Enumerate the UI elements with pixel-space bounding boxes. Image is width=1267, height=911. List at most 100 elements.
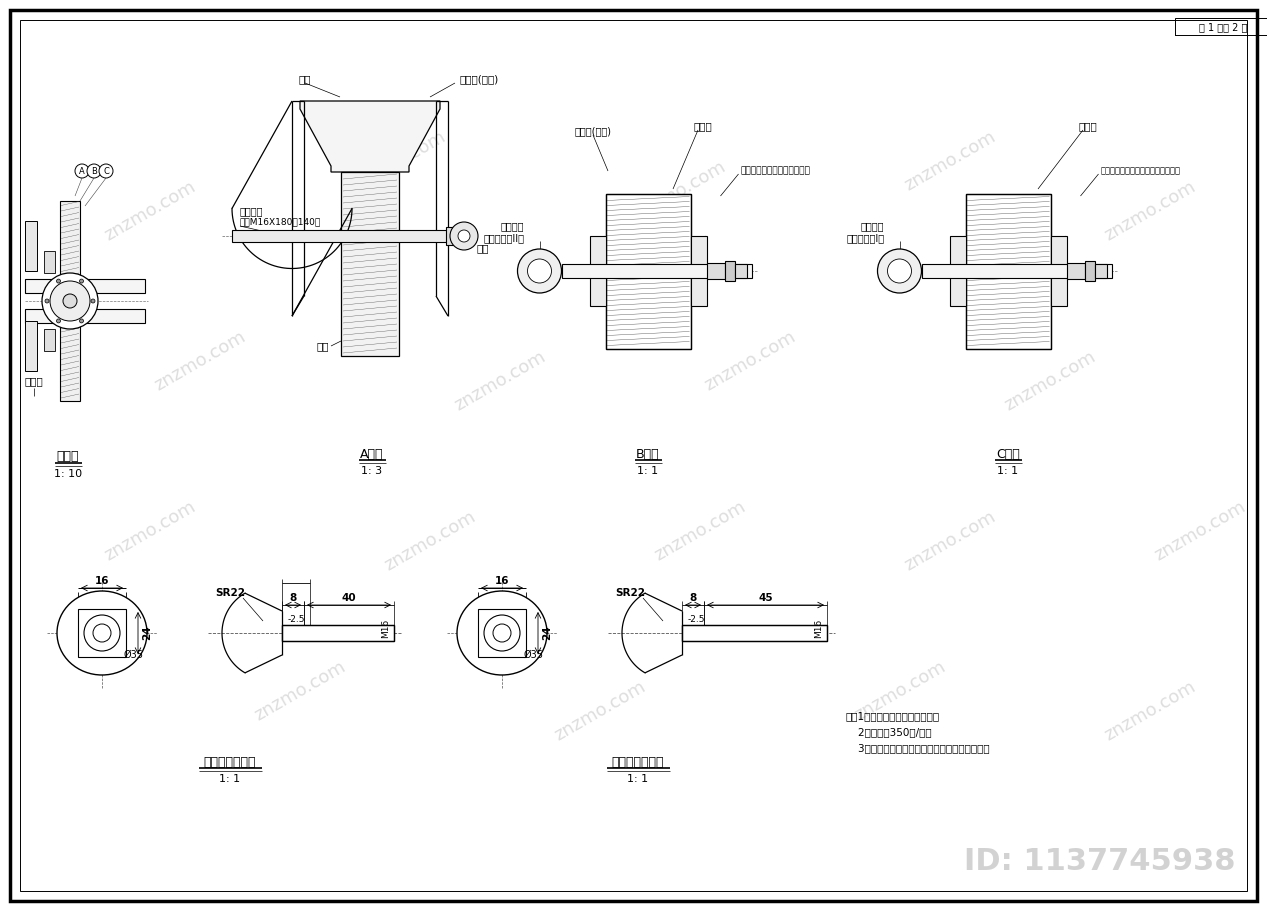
Text: 40: 40	[342, 593, 356, 603]
Bar	[478, 609, 526, 657]
Text: 24: 24	[142, 626, 152, 640]
Polygon shape	[44, 329, 54, 351]
Text: 1: 1: 1: 1	[219, 774, 241, 784]
Text: ID: 1137745938: ID: 1137745938	[964, 846, 1235, 875]
Circle shape	[49, 281, 90, 321]
Text: 横梁垫片防盗防松螺帽盗压紧螺垫圈: 横梁垫片防盗防松螺帽盗压紧螺垫圈	[1101, 167, 1181, 176]
Text: Ø35: Ø35	[124, 650, 144, 660]
Text: znzmo.com: znzmo.com	[1001, 348, 1098, 415]
Text: 45: 45	[758, 593, 773, 603]
Circle shape	[80, 279, 84, 283]
Text: znzmo.com: znzmo.com	[901, 507, 998, 575]
Bar	[341, 172, 399, 356]
Circle shape	[99, 164, 113, 178]
Bar	[79, 609, 125, 657]
Text: znzmo.com: znzmo.com	[351, 128, 449, 194]
Text: 第 1 页共 2 页: 第 1 页共 2 页	[1199, 22, 1247, 32]
Text: 螺栓M16X180（140）: 螺栓M16X180（140）	[239, 218, 322, 227]
Bar	[682, 625, 827, 641]
Text: znzmo.com: znzmo.com	[381, 507, 479, 575]
Text: 防阻块: 防阻块	[24, 376, 43, 386]
Text: 8: 8	[289, 593, 296, 603]
Bar	[1085, 261, 1095, 281]
Bar	[283, 625, 394, 641]
Text: SR22: SR22	[614, 588, 645, 598]
Text: znzmo.com: znzmo.com	[251, 658, 348, 724]
Text: 拼接螺栓: 拼接螺栓	[862, 221, 884, 231]
Text: 1: 1: 1: 1	[627, 774, 649, 784]
Polygon shape	[44, 251, 54, 273]
Bar	[735, 264, 746, 278]
Text: 防盗防松螺帽防盗压紧螺垫圈: 防盗防松螺帽防盗压紧螺垫圈	[740, 167, 811, 176]
Text: znzmo.com: znzmo.com	[101, 497, 199, 565]
Text: 24: 24	[542, 626, 552, 640]
Text: 1: 3: 1: 3	[361, 466, 383, 476]
Text: 1: 1: 1: 1	[997, 466, 1019, 476]
Text: 16: 16	[95, 576, 109, 586]
Circle shape	[92, 624, 111, 642]
Bar	[707, 263, 725, 279]
Text: 2、镀锌量350克/㎡；: 2、镀锌量350克/㎡；	[845, 727, 931, 737]
Text: M16: M16	[381, 619, 390, 638]
Text: 立柱: 立柱	[317, 341, 329, 351]
Circle shape	[517, 249, 561, 293]
Bar	[60, 201, 80, 401]
Text: 波形梁: 波形梁	[1078, 121, 1097, 131]
Text: 防阻块(托架): 防阻块(托架)	[460, 74, 499, 84]
Text: 拼接螺栓大样图: 拼接螺栓大样图	[204, 755, 256, 769]
Text: znzmo.com: znzmo.com	[631, 158, 729, 224]
Text: 波形梁: 波形梁	[693, 121, 712, 131]
Circle shape	[57, 279, 61, 283]
Text: SR22: SR22	[215, 588, 245, 598]
Text: 注：1、本图尺寸以毫米为单位。: 注：1、本图尺寸以毫米为单位。	[845, 711, 939, 721]
Text: 1: 1: 1: 1	[637, 466, 659, 476]
Bar	[1050, 236, 1067, 306]
Text: znzmo.com: znzmo.com	[1101, 178, 1199, 244]
Ellipse shape	[457, 591, 547, 675]
Bar	[232, 230, 468, 242]
Text: -2.5: -2.5	[687, 616, 704, 625]
Text: 连接图: 连接图	[57, 451, 80, 464]
Text: 1: 10: 1: 10	[54, 469, 82, 479]
Bar	[1067, 263, 1085, 279]
Bar	[965, 193, 1050, 349]
Bar	[446, 227, 464, 245]
Circle shape	[57, 319, 61, 322]
Circle shape	[484, 615, 519, 651]
Text: znzmo.com: znzmo.com	[451, 348, 549, 415]
Circle shape	[887, 259, 911, 283]
Text: 3、采用专用扳手将防盗螺母拧接螺栓接紧图。: 3、采用专用扳手将防盗螺母拧接螺栓接紧图。	[845, 743, 990, 753]
Text: B: B	[91, 167, 98, 176]
Bar	[283, 625, 394, 641]
Text: Ø35: Ø35	[525, 650, 544, 660]
Text: -2.5: -2.5	[288, 616, 305, 625]
Text: 16: 16	[494, 576, 509, 586]
Text: znzmo.com: znzmo.com	[551, 678, 649, 744]
Text: 防阻块(托架): 防阻块(托架)	[574, 126, 612, 136]
Text: 圆头螺栓（I）: 圆头螺栓（I）	[846, 233, 884, 243]
Circle shape	[878, 249, 921, 293]
Bar	[921, 264, 1111, 278]
Bar	[682, 625, 827, 641]
Bar	[1095, 264, 1106, 278]
Text: znzmo.com: znzmo.com	[851, 658, 949, 724]
Bar	[1175, 18, 1267, 35]
Bar	[589, 236, 606, 306]
Text: 垫圈: 垫圈	[476, 243, 489, 253]
Text: 8: 8	[689, 593, 697, 603]
Bar	[25, 221, 37, 271]
Circle shape	[527, 259, 551, 283]
Text: B大样: B大样	[636, 447, 660, 460]
Text: 连接螺栓: 连接螺栓	[239, 206, 264, 216]
Bar	[561, 264, 751, 278]
Bar	[691, 236, 707, 306]
Text: A大样: A大样	[360, 447, 384, 460]
Text: 柱帽: 柱帽	[299, 74, 312, 84]
Text: znzmo.com: znzmo.com	[1152, 497, 1249, 565]
Text: M16: M16	[815, 619, 824, 638]
Text: A: A	[79, 167, 85, 176]
Circle shape	[450, 222, 478, 250]
Bar	[25, 321, 37, 371]
Text: znzmo.com: znzmo.com	[1101, 678, 1199, 744]
Circle shape	[91, 299, 95, 303]
